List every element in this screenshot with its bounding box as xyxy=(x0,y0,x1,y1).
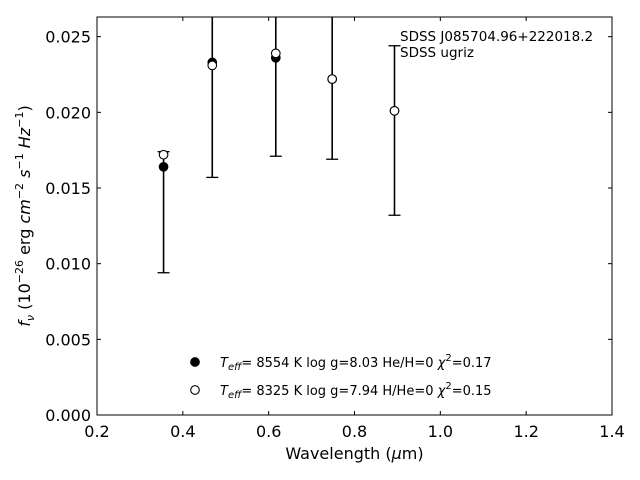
x-tick-label: 0.2 xyxy=(84,422,109,441)
x-tick-label: 1.0 xyxy=(428,422,453,441)
y-tick-label: 0.025 xyxy=(45,28,91,47)
y-tick-label: 0.000 xyxy=(45,406,91,425)
legend-entry: Teff= 8554 K log g=8.03 He/H=0 χ2=0.17 xyxy=(220,353,492,373)
x-tick-label: 1.4 xyxy=(599,422,624,441)
data-point-open xyxy=(158,149,169,160)
x-tick-label: 0.4 xyxy=(170,422,195,441)
y-tick-label: 0.005 xyxy=(45,330,91,349)
annotation-text: SDSS J085704.96+222018.2 xyxy=(400,29,593,45)
data-point-open xyxy=(327,74,338,84)
data-point-open xyxy=(389,105,400,116)
y-axis-label: fν (10−26 erg cm−2 s−1 Hz−1) xyxy=(13,105,37,326)
x-tick-label: 1.2 xyxy=(513,422,538,441)
x-tick-label: 0.8 xyxy=(342,422,367,441)
legend-entry: Teff= 8325 K log g=7.94 H/He=0 χ2=0.15 xyxy=(220,381,492,401)
x-tick-label: 0.6 xyxy=(256,422,281,441)
y-tick-label: 0.015 xyxy=(45,179,91,198)
legend-marker-open xyxy=(190,385,200,395)
data-point-filled xyxy=(158,161,169,172)
plot-area: 0.2 0.4 0.6 0.8 1.0 1.2 1.4 0.000 0.005 0.010 0.01… xyxy=(13,16,625,463)
data-layer xyxy=(157,17,401,274)
y-tick-label: 0.020 xyxy=(45,103,91,122)
legend-marker-filled xyxy=(190,357,200,367)
annotation-text: SDSS ugriz xyxy=(400,45,474,61)
x-axis-label: Wavelength (μm) xyxy=(285,444,423,463)
data-point-open xyxy=(207,60,218,71)
data-point-open xyxy=(270,48,281,59)
y-tick-label: 0.010 xyxy=(45,255,91,274)
